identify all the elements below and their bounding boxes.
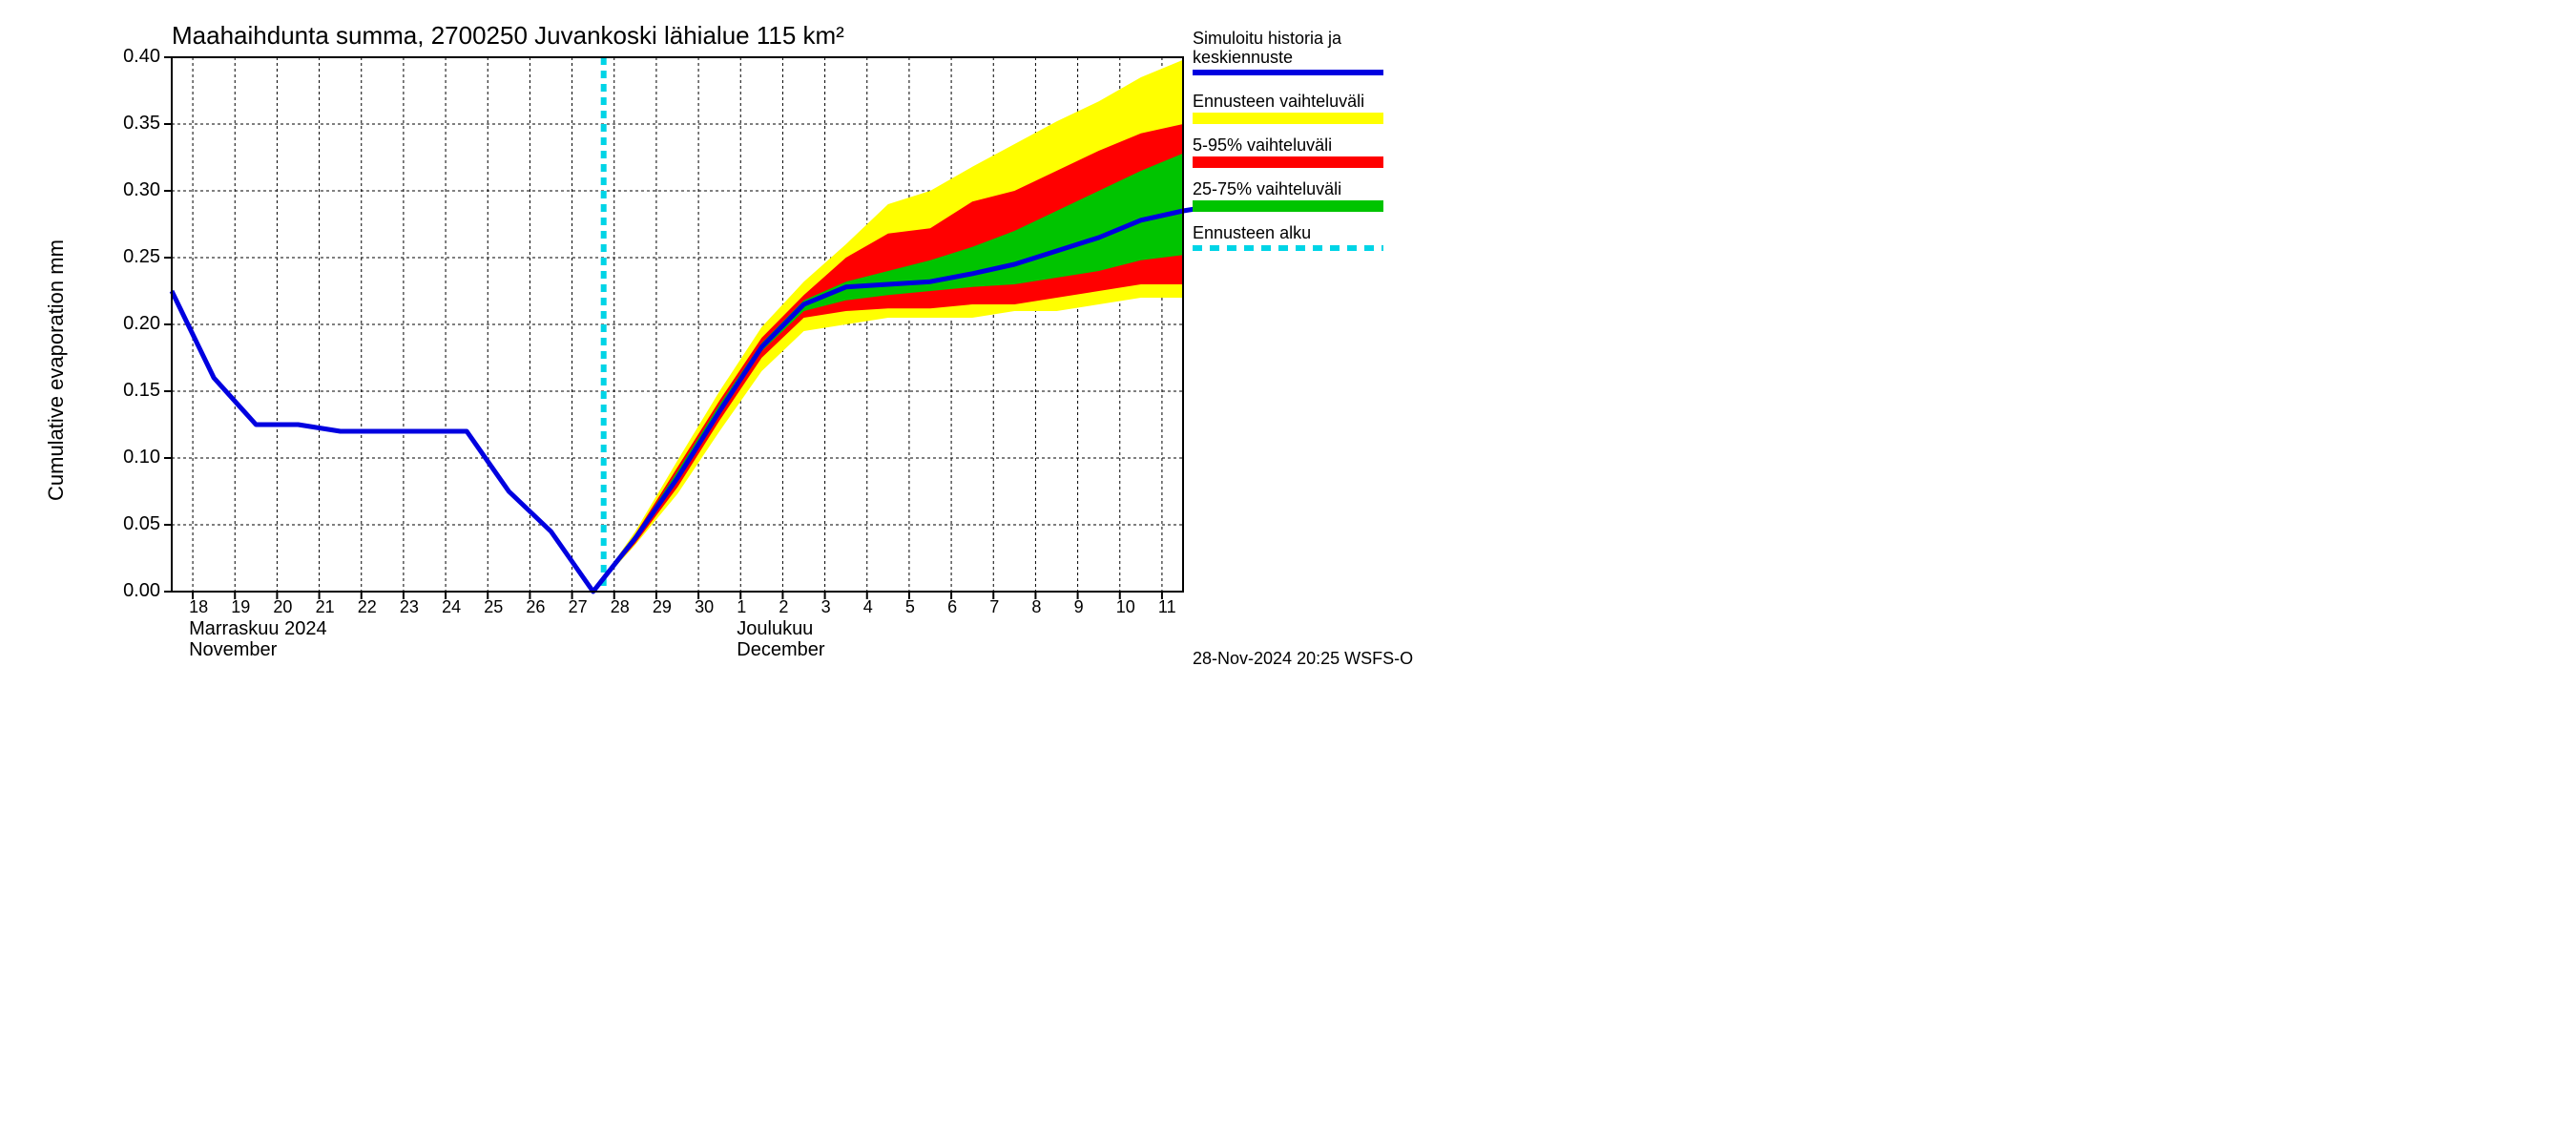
x-tick-label: 18: [189, 597, 208, 617]
x-tick-label: 20: [273, 597, 292, 617]
x-tick-label: 25: [484, 597, 503, 617]
legend-label: Ennusteen alku: [1193, 223, 1311, 242]
x-tick-label: 4: [863, 597, 873, 617]
x-tick-label: 6: [947, 597, 957, 617]
x-tick-label: 28: [611, 597, 630, 617]
y-tick-label: 0.35: [103, 113, 160, 135]
x-tick-label: 23: [400, 597, 419, 617]
legend-label: 25-75% vaihteluväli: [1193, 179, 1341, 198]
x-tick-label: 26: [526, 597, 545, 617]
legend-label: 5-95% vaihteluväli: [1193, 135, 1332, 155]
x-tick-label: 27: [569, 597, 588, 617]
x-tick-label: 24: [442, 597, 461, 617]
y-tick-label: 0.30: [103, 179, 160, 201]
y-tick-label: 0.00: [103, 580, 160, 602]
x-tick-label: 2: [779, 597, 788, 617]
x-tick-label: 8: [1031, 597, 1041, 617]
legend-label: Ennusteen vaihteluväli: [1193, 92, 1364, 111]
x-tick-label: 7: [989, 597, 999, 617]
legend-label: Simuloitu historia ja: [1193, 29, 1341, 48]
y-tick-label: 0.05: [103, 513, 160, 535]
x-tick-label: 1: [737, 597, 746, 617]
x-tick-label: 22: [358, 597, 377, 617]
y-tick-label: 0.25: [103, 246, 160, 268]
x-tick-label: 10: [1116, 597, 1135, 617]
x-tick-label: 21: [316, 597, 335, 617]
chart-container: Maahaihdunta summa, 2700250 Juvankoski l…: [0, 0, 1402, 677]
x-tick-label: 11: [1158, 597, 1176, 617]
month-label-fi: Joulukuu: [737, 618, 813, 640]
legend-label: keskiennuste: [1193, 48, 1293, 67]
y-tick-label: 0.20: [103, 313, 160, 335]
x-tick-label: 30: [695, 597, 714, 617]
x-tick-label: 19: [231, 597, 250, 617]
month-label-en: November: [189, 639, 277, 661]
timestamp: 28-Nov-2024 20:25 WSFS-O: [1193, 649, 1413, 669]
month-label-fi: Marraskuu 2024: [189, 618, 327, 640]
x-tick-label: 9: [1074, 597, 1084, 617]
y-tick-label: 0.15: [103, 380, 160, 402]
x-tick-label: 5: [905, 597, 915, 617]
y-tick-label: 0.40: [103, 46, 160, 68]
y-tick-label: 0.10: [103, 447, 160, 468]
month-label-en: December: [737, 639, 824, 661]
x-tick-label: 29: [653, 597, 672, 617]
x-tick-label: 3: [821, 597, 831, 617]
